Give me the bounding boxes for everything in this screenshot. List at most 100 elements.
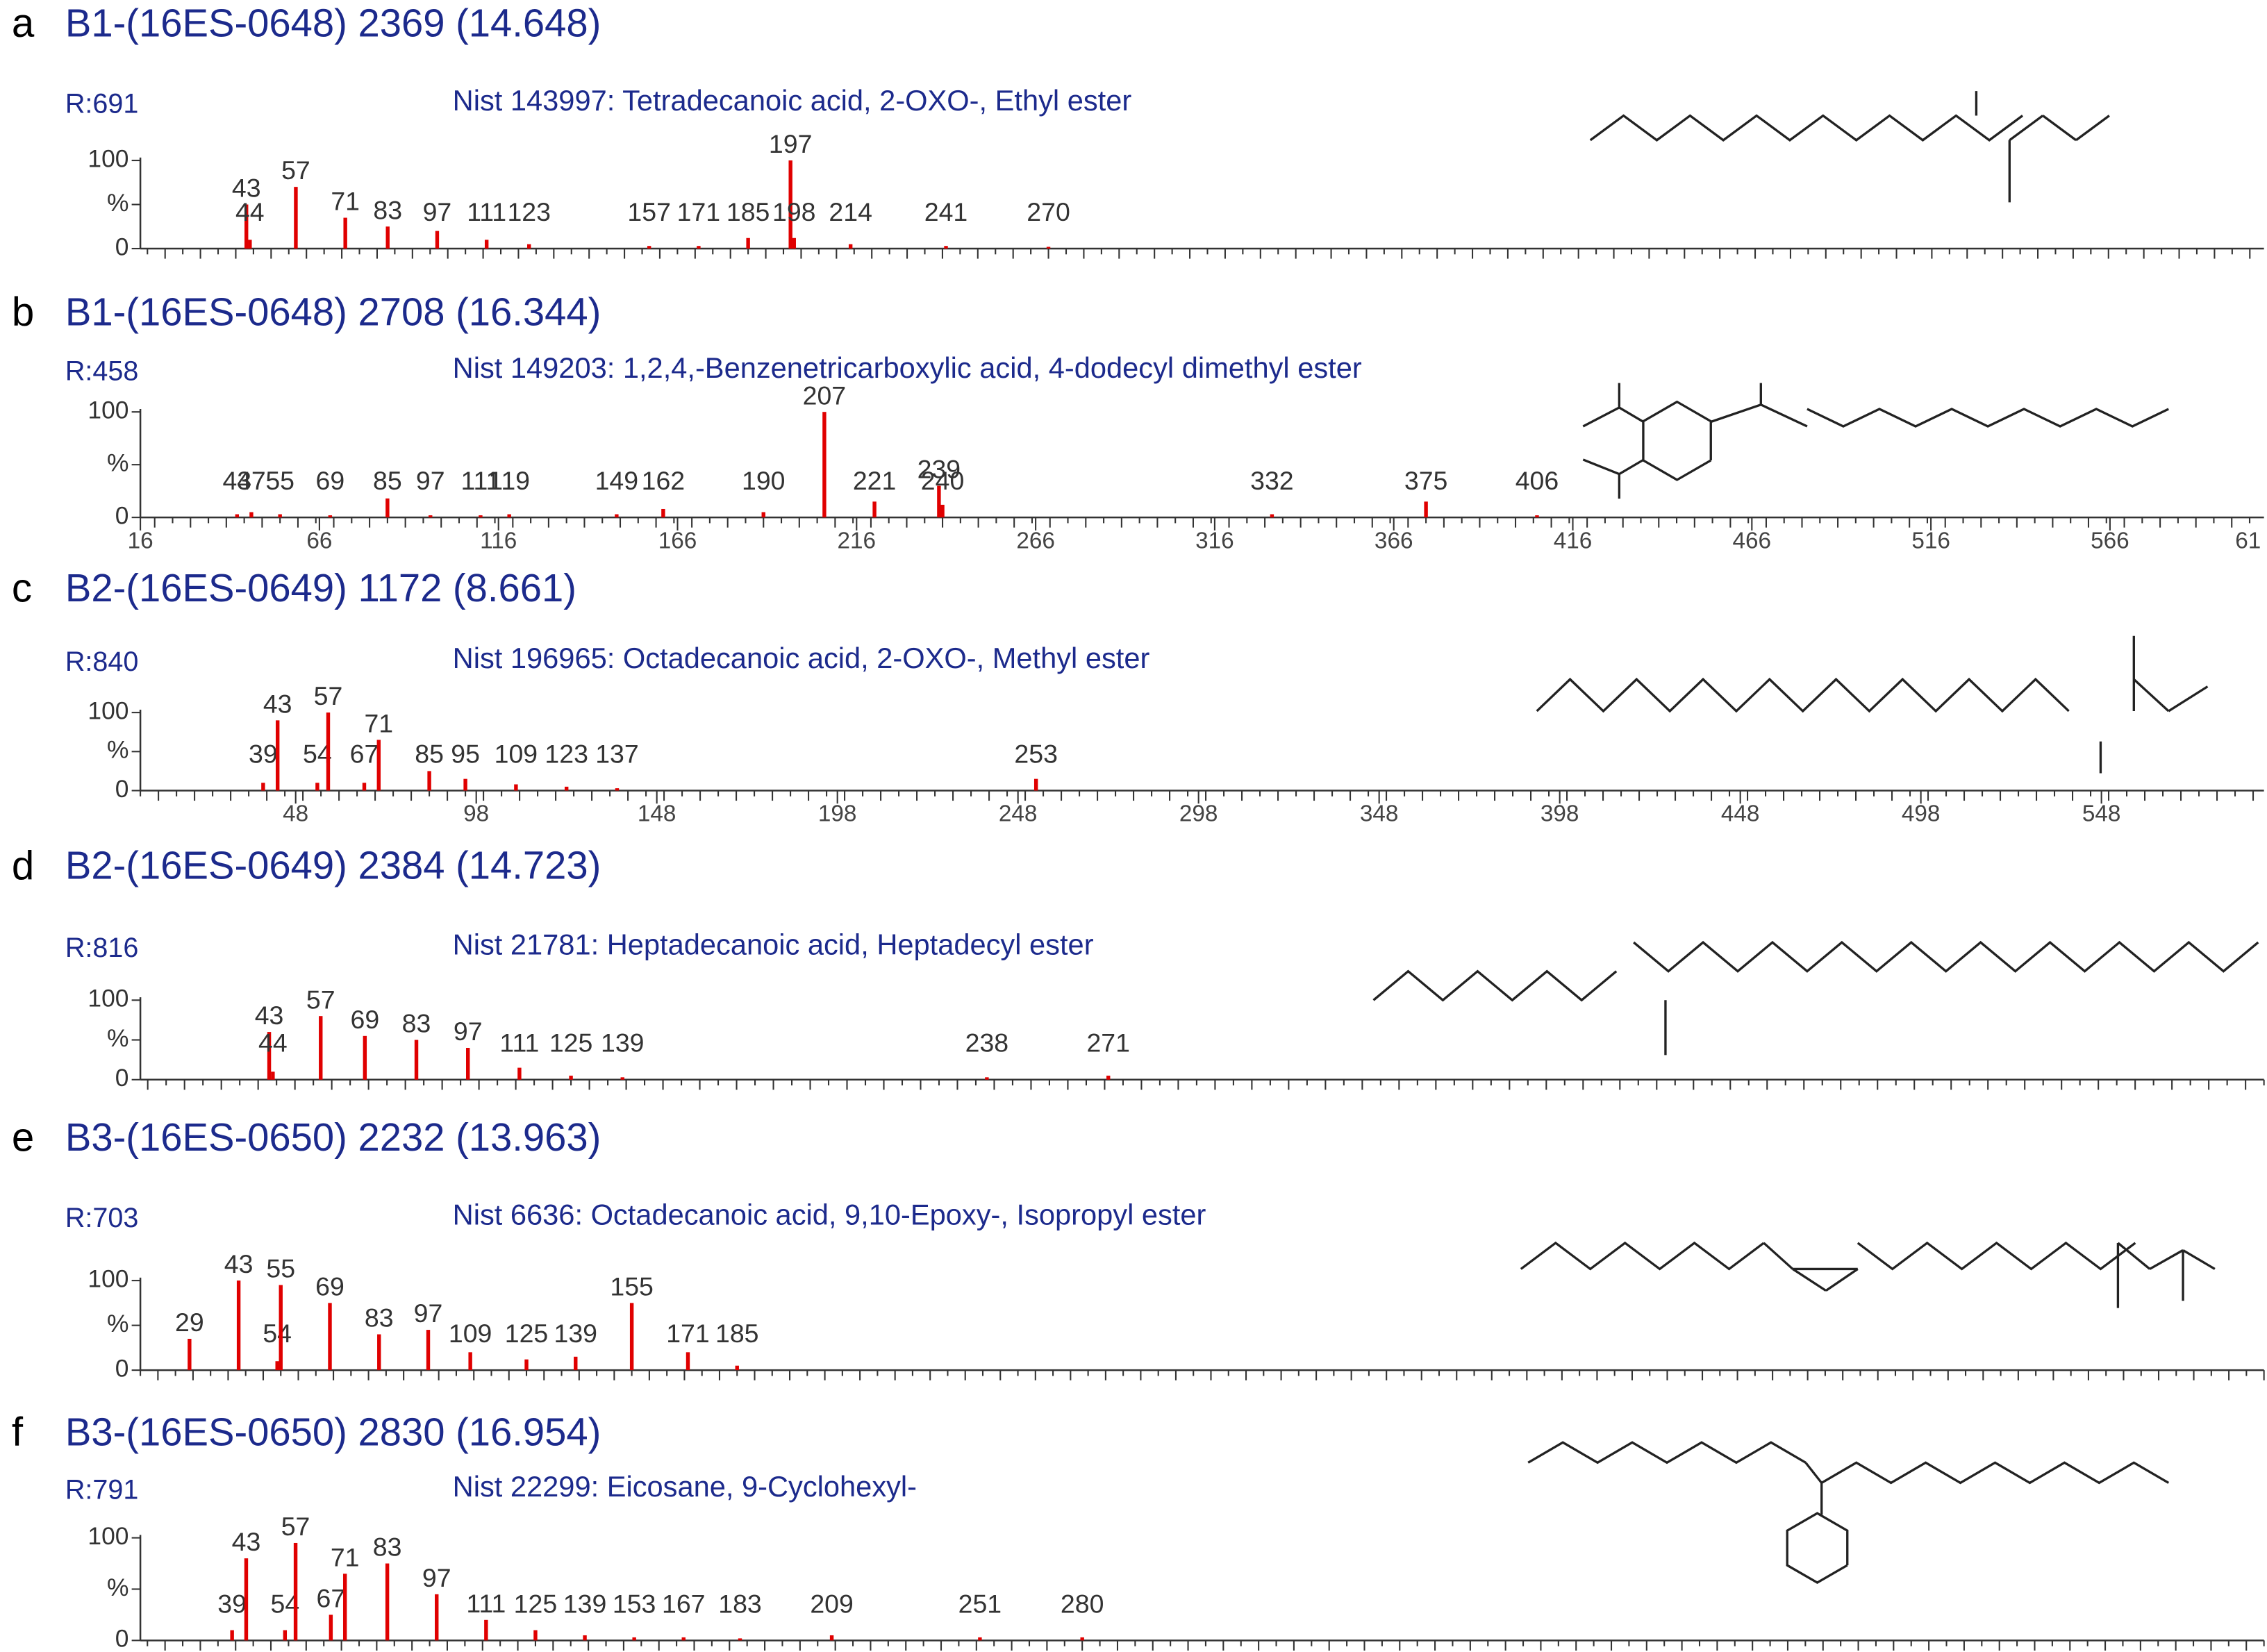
peak-label: 54 — [263, 1319, 292, 1348]
peak-label: 406 — [1516, 466, 1559, 495]
peak — [275, 1361, 279, 1371]
peak-label: 111 — [467, 197, 506, 226]
peak — [271, 1071, 275, 1080]
peak-label: 185 — [715, 1319, 759, 1348]
peak-label: 29 — [175, 1308, 204, 1337]
x-tick-label: 66 — [306, 528, 332, 553]
structure-bond — [1582, 406, 1645, 428]
r-value: R:458 — [65, 356, 139, 386]
peak-label: 97 — [454, 1017, 483, 1046]
peak-label: 149 — [595, 466, 639, 495]
peak-label: 83 — [373, 1533, 402, 1562]
r-value: R:840 — [65, 646, 139, 677]
peak-label: 43 — [222, 466, 251, 495]
peak-label: 67 — [317, 1583, 346, 1612]
peak-label: 207 — [803, 381, 847, 410]
peak — [278, 514, 282, 518]
peak — [517, 1067, 522, 1080]
peak — [574, 1356, 578, 1371]
x-tick-label: 416 — [1554, 528, 1593, 553]
peak — [1080, 1637, 1084, 1641]
peak-label: 209 — [810, 1589, 854, 1618]
peak — [248, 240, 252, 249]
peak-label: 375 — [1404, 466, 1448, 495]
peak — [463, 778, 467, 791]
peak — [479, 515, 483, 518]
peak-label: 71 — [331, 1542, 360, 1571]
x-tick-label: 16 — [128, 528, 153, 553]
structure-bond — [2009, 115, 2044, 142]
peak — [533, 1630, 538, 1641]
peak — [1046, 247, 1051, 249]
spectrum-panel: e B3-(16ES-0650) 2232 (13.963) R:703 Nist 6… — [12, 1115, 2265, 1382]
peak-label: 43 — [224, 1249, 254, 1278]
y-tick-label: 0 — [115, 776, 129, 803]
peak-label: 39 — [217, 1589, 247, 1618]
spectrum-panel: a B1-(16ES-0648) 2369 (14.648) R:691 Nist 1… — [12, 1, 2264, 260]
peak — [632, 1637, 636, 1641]
peak-label: 155 — [610, 1271, 654, 1301]
y-tick-label: 100 — [88, 145, 128, 172]
structure-bond — [1786, 1512, 1849, 1585]
peak-label: 240 — [921, 466, 965, 495]
peak — [872, 501, 877, 518]
structure-bond — [1520, 1241, 1765, 1271]
peak-label: 83 — [373, 195, 402, 224]
peak-label: 97 — [416, 466, 445, 495]
x-tick-label: 566 — [2091, 528, 2129, 553]
peak-label: 162 — [642, 466, 686, 495]
peak-label: 157 — [627, 197, 671, 226]
peak-label: 153 — [613, 1589, 656, 1618]
y-tick-label: 0 — [115, 1626, 129, 1652]
peak — [1033, 778, 1038, 791]
peak — [427, 771, 431, 791]
library-match: Nist 6636: Octadecanoic acid, 9,10-Epoxy… — [453, 1199, 1206, 1231]
peak-label: 111 — [460, 466, 500, 495]
structure-bond — [2042, 115, 2077, 142]
peak — [385, 1563, 390, 1641]
peak — [735, 1365, 739, 1371]
x-tick-label: 116 — [480, 528, 517, 553]
x-tick-label: 548 — [2082, 801, 2121, 827]
y-tick-label: 100 — [88, 697, 128, 724]
panel-title: B1-(16ES-0648) 2369 (14.648) — [65, 1, 601, 44]
peak-label: 111 — [466, 1589, 506, 1618]
library-match: Nist 143997: Tetradecanoic acid, 2-OXO-,… — [453, 84, 1132, 117]
y-tick-label: 0 — [115, 502, 129, 529]
peak — [620, 1077, 624, 1080]
peak — [319, 1016, 323, 1080]
structure-bond — [1804, 1462, 1823, 1484]
peak-label: 197 — [769, 129, 813, 158]
peak-label: 238 — [965, 1028, 1009, 1058]
peak-label: 198 — [772, 197, 816, 226]
x-tick-label: 148 — [638, 801, 676, 827]
r-value: R:703 — [65, 1203, 139, 1233]
peak — [362, 783, 367, 791]
peak-label: 69 — [316, 466, 345, 495]
structure-bond — [2182, 1249, 2216, 1270]
peak-label: 221 — [853, 466, 897, 495]
peak — [615, 788, 620, 791]
peak-label: 119 — [488, 466, 530, 495]
peak — [629, 1303, 634, 1371]
y-tick-label: % — [107, 1574, 128, 1601]
peak-label: 137 — [595, 739, 639, 768]
peak — [343, 217, 347, 249]
peak — [686, 1352, 690, 1371]
peak — [1270, 514, 1274, 518]
peak — [329, 1615, 333, 1641]
y-tick-label: % — [107, 190, 128, 217]
y-tick-label: % — [107, 1025, 128, 1052]
x-tick-label: 198 — [818, 801, 857, 827]
peak-label: 271 — [1086, 1028, 1130, 1058]
structure-bond — [1536, 677, 2070, 713]
x-tick-label: 166 — [658, 528, 697, 553]
peak-label: 251 — [958, 1589, 1002, 1618]
panel-letter: c — [12, 566, 32, 611]
peak — [681, 1637, 686, 1641]
structure-bond — [1372, 969, 1618, 1002]
peak — [761, 512, 765, 518]
peak-label: 43 — [263, 689, 292, 718]
peak — [484, 1619, 488, 1641]
